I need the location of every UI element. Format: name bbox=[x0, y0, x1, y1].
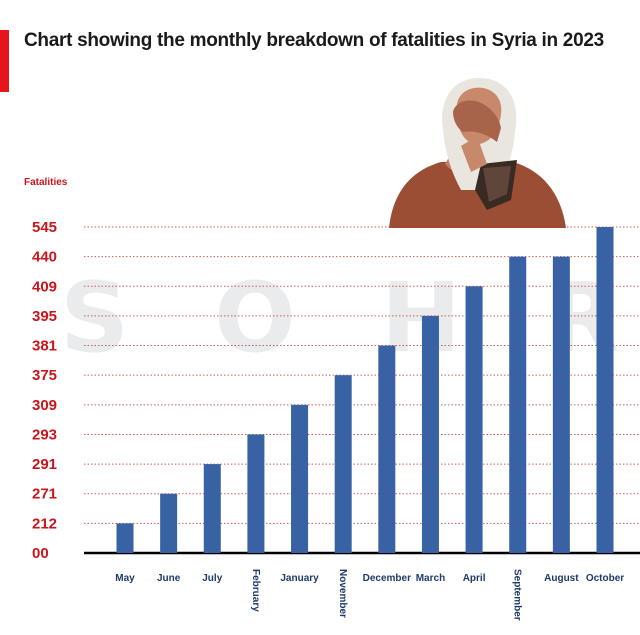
x-tick-label: January bbox=[280, 573, 319, 584]
bar-february bbox=[247, 434, 265, 553]
x-tick-label: September bbox=[512, 569, 523, 621]
bar-september bbox=[509, 256, 527, 553]
y-tick-label: 545 bbox=[32, 219, 57, 236]
x-tick-label: October bbox=[586, 573, 624, 584]
y-tick-label: 291 bbox=[32, 456, 57, 473]
bar-december bbox=[378, 345, 396, 553]
bar-june bbox=[160, 493, 178, 553]
y-tick-label: 409 bbox=[32, 278, 57, 295]
chart-title: Chart showing the monthly breakdown of f… bbox=[24, 30, 604, 51]
y-tick-label: 395 bbox=[32, 308, 57, 325]
grieving-woman-photo bbox=[389, 78, 566, 228]
y-axis-label: Fatalities bbox=[24, 177, 68, 188]
bars bbox=[116, 227, 614, 553]
y-tick-label: 293 bbox=[32, 426, 57, 443]
grid-lines bbox=[84, 226, 640, 524]
bar-january bbox=[291, 404, 309, 553]
y-tick-label: 309 bbox=[32, 397, 57, 414]
x-tick-label: April bbox=[463, 573, 486, 584]
y-tick-label: 271 bbox=[32, 486, 57, 503]
x-tick-label: July bbox=[202, 573, 222, 584]
x-tick-label: February bbox=[250, 569, 261, 612]
y-tick-label: 212 bbox=[32, 515, 57, 532]
x-tick-label: December bbox=[363, 573, 411, 584]
bar-august bbox=[552, 256, 570, 553]
bar-march bbox=[421, 315, 439, 553]
bar-july bbox=[203, 464, 221, 553]
y-tick-label: 440 bbox=[32, 249, 57, 266]
y-tick-labels: 00 212 271 291 293 309 375 381 395 409 440 545 bbox=[32, 219, 57, 562]
bar-october bbox=[596, 227, 614, 553]
x-tick-label: June bbox=[157, 573, 181, 584]
x-tick-label: August bbox=[544, 573, 579, 584]
title-accent-bar bbox=[0, 30, 9, 92]
y-tick-label: 375 bbox=[32, 367, 57, 384]
y-tick-label: 00 bbox=[32, 545, 49, 562]
y-tick-label: 381 bbox=[32, 338, 57, 355]
bar-november bbox=[334, 375, 352, 553]
x-tick-label: May bbox=[115, 573, 135, 584]
bar-april bbox=[465, 286, 483, 553]
bar-may bbox=[116, 523, 134, 553]
x-tick-label: November bbox=[337, 569, 348, 618]
x-tick-label: March bbox=[416, 573, 445, 584]
x-tick-labels: May June July February January November Decemb… bbox=[115, 569, 624, 621]
